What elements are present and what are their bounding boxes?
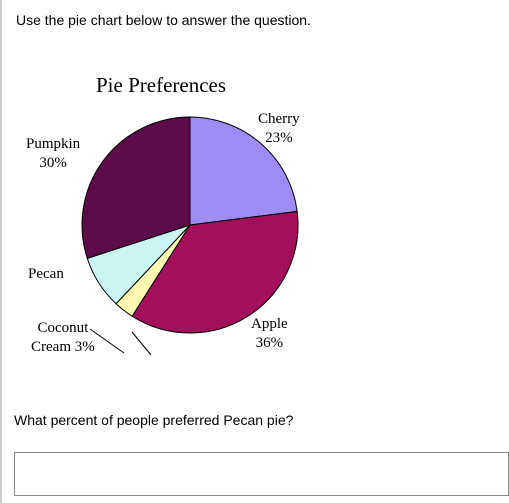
question-text: What percent of people preferred Pecan p…: [14, 412, 293, 428]
slice-label-coconut: CoconutCream 3%: [31, 319, 95, 357]
pie-chart-container: Pie Preferences Cherry23% Apple36% Cocon…: [12, 65, 352, 385]
slice-label-pumpkin: Pumpkin30%: [26, 135, 80, 173]
slice-label-apple: Apple36%: [251, 315, 288, 353]
pie-chart-svg: [80, 115, 300, 335]
slice-label-cherry: Cherry23%: [258, 110, 300, 148]
answer-input[interactable]: [14, 452, 509, 496]
instruction-text: Use the pie chart below to answer the qu…: [16, 12, 311, 28]
slice-label-pecan: Pecan: [28, 265, 64, 284]
chart-title: Pie Preferences: [96, 73, 226, 98]
